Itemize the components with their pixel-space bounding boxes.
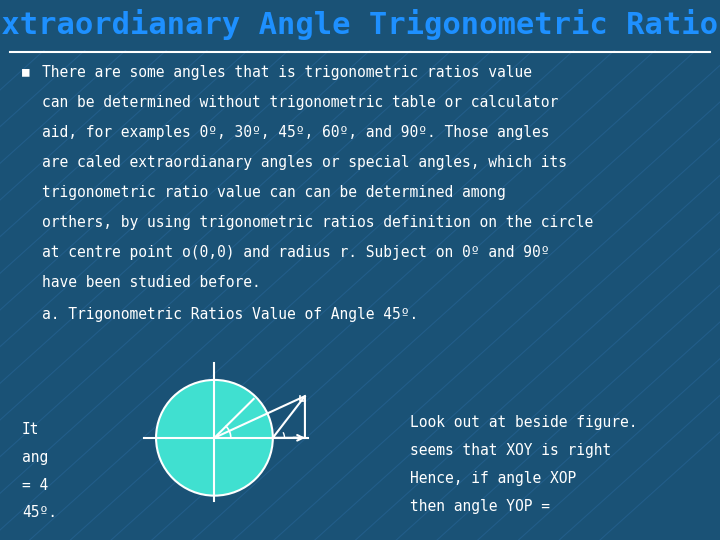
Text: then angle YOP =: then angle YOP = (410, 499, 550, 514)
Text: orthers, by using trigonometric ratios definition on the circle: orthers, by using trigonometric ratios d… (42, 215, 593, 230)
Text: have been studied before.: have been studied before. (42, 275, 261, 290)
Text: Hence, if angle XOP: Hence, if angle XOP (410, 471, 576, 486)
Text: trigonometric ratio value can can be determined among: trigonometric ratio value can can be det… (42, 185, 505, 200)
Text: aid, for examples 0º, 30º, 45º, 60º, and 90º. Those angles: aid, for examples 0º, 30º, 45º, 60º, and… (42, 125, 549, 140)
Text: seems that XOY is right: seems that XOY is right (410, 443, 611, 458)
Text: at centre point o(0,0) and radius r. Subject on 0º and 90º: at centre point o(0,0) and radius r. Sub… (42, 245, 549, 260)
Text: 45º.: 45º. (22, 505, 57, 520)
Ellipse shape (156, 380, 273, 496)
Text: There are some angles that is trigonometric ratios value: There are some angles that is trigonomet… (42, 65, 532, 80)
Text: Look out at beside figure.: Look out at beside figure. (410, 415, 637, 430)
Text: ang: ang (22, 450, 48, 465)
Text: ■: ■ (22, 65, 30, 78)
Text: can be determined without trigonometric table or calculator: can be determined without trigonometric … (42, 95, 558, 110)
Text: are caled extraordianary angles or special angles, which its: are caled extraordianary angles or speci… (42, 155, 567, 170)
Bar (0, 0, 720, 50)
Text: a. Trigonometric Ratios Value of Angle 45º.: a. Trigonometric Ratios Value of Angle 4… (42, 307, 418, 322)
Text: It: It (22, 422, 40, 437)
Text: = 4: = 4 (22, 478, 48, 493)
Text: Extraordianary Angle Trigonometric Ratios: Extraordianary Angle Trigonometric Ratio… (0, 10, 720, 40)
